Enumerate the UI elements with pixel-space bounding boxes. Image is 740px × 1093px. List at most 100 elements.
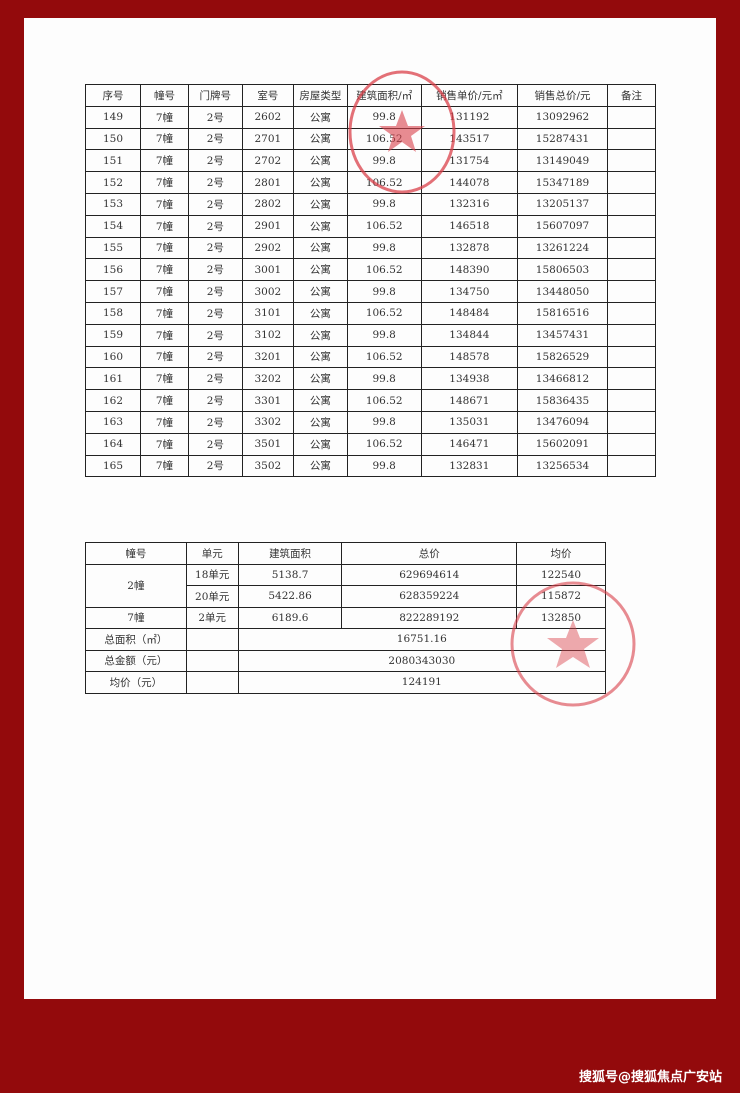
table-cell: 3502	[241, 454, 294, 478]
table-cell: 132831	[420, 454, 519, 478]
table-cell: 2902	[241, 236, 294, 260]
table-cell	[606, 432, 657, 456]
empty-cell	[185, 649, 239, 672]
table-cell: 公寓	[292, 258, 348, 282]
table-cell: 13457431	[517, 323, 608, 347]
area-cell: 6189.6	[237, 606, 343, 629]
building-cell: 2幢	[85, 563, 187, 608]
table-cell: 2号	[187, 367, 243, 391]
table-cell: 7幢	[140, 432, 189, 456]
unit-cell: 20单元	[185, 585, 239, 608]
table-cell: 公寓	[292, 301, 348, 325]
building-cell: 7幢	[85, 606, 187, 629]
table-row: 164 7幢 2号 3501 公寓 106.52 146471 15602091	[85, 432, 657, 456]
column-header: 销售单价/元㎡	[420, 84, 519, 107]
table-cell: 153	[85, 192, 141, 216]
table-cell: 2号	[187, 127, 243, 151]
table-cell: 2901	[241, 214, 294, 238]
table-cell: 3101	[241, 301, 294, 325]
table-cell: 7幢	[140, 367, 189, 391]
column-header: 总价	[341, 542, 518, 565]
table-cell	[606, 301, 657, 325]
table-cell: 132316	[420, 192, 519, 216]
avg-price-label: 均价（元）	[85, 671, 187, 694]
table-row: 149 7幢 2号 2602 公寓 99.8 131192 13092962	[85, 105, 657, 129]
table-cell: 3202	[241, 367, 294, 391]
table-cell	[606, 280, 657, 303]
table-cell: 7幢	[140, 149, 189, 173]
table-cell: 7幢	[140, 389, 189, 412]
table-cell: 13092962	[517, 105, 608, 129]
table-cell: 公寓	[292, 149, 348, 173]
table-cell: 13205137	[517, 192, 608, 216]
table-cell: 2号	[187, 236, 243, 260]
table-cell: 146518	[420, 214, 519, 238]
table-row: 159 7幢 2号 3102 公寓 99.8 134844 13457431	[85, 323, 657, 347]
area-cell: 5138.7	[237, 563, 343, 586]
table-cell: 106.52	[346, 345, 422, 369]
table-cell: 160	[85, 345, 141, 369]
table-cell: 2801	[241, 171, 294, 194]
table-cell: 106.52	[346, 301, 422, 325]
table-cell	[606, 454, 657, 478]
table-cell: 152	[85, 171, 141, 194]
column-header: 序号	[85, 84, 141, 107]
total-cell: 822289192	[341, 606, 518, 629]
table-cell: 15287431	[517, 127, 608, 151]
column-header: 备注	[606, 84, 657, 107]
column-header: 房屋类型	[292, 84, 348, 107]
table-cell: 155	[85, 236, 141, 260]
table-cell: 15607097	[517, 214, 608, 238]
units-price-table: 序号 幢号 门牌号 室号 房屋类型 建筑面积/㎡ 销售单价/元㎡ 销售总价/元 备注 149 7幢…	[85, 84, 657, 478]
table-cell: 106.52	[346, 214, 422, 238]
table-cell	[606, 345, 657, 369]
total-amount-row: 总金额（元） 2080343030	[85, 649, 607, 672]
avg-price-value: 124191	[237, 671, 607, 694]
table-cell: 106.52	[346, 258, 422, 282]
table-row: 165 7幢 2号 3502 公寓 99.8 132831 13256534	[85, 454, 657, 478]
avg-cell: 122540	[516, 563, 606, 586]
table-cell: 99.8	[346, 410, 422, 434]
table-cell: 13466812	[517, 367, 608, 391]
table-cell: 7幢	[140, 105, 189, 129]
table-cell: 148671	[420, 389, 519, 412]
table-cell: 2号	[187, 258, 243, 282]
column-header: 建筑面积/㎡	[346, 84, 422, 107]
table-cell: 公寓	[292, 432, 348, 456]
column-header: 单元	[185, 542, 239, 565]
table-cell: 134750	[420, 280, 519, 303]
table-cell: 106.52	[346, 171, 422, 194]
table-cell: 163	[85, 410, 141, 434]
table-cell	[606, 367, 657, 391]
table-cell: 公寓	[292, 236, 348, 260]
table-cell: 148390	[420, 258, 519, 282]
table-header-row: 序号 幢号 门牌号 室号 房屋类型 建筑面积/㎡ 销售单价/元㎡ 销售总价/元 备注	[85, 84, 657, 107]
table-cell: 157	[85, 280, 141, 303]
table-cell: 2号	[187, 192, 243, 216]
table-cell: 134938	[420, 367, 519, 391]
table-row: 150 7幢 2号 2701 公寓 106.52 143517 15287431	[85, 127, 657, 151]
table-cell	[606, 171, 657, 194]
table-cell: 2号	[187, 149, 243, 173]
column-header: 门牌号	[187, 84, 243, 107]
table-cell: 99.8	[346, 105, 422, 129]
summary-header-row: 幢号 单元 建筑面积 总价 均价	[85, 542, 606, 565]
table-cell: 2号	[187, 432, 243, 456]
table-cell: 7幢	[140, 127, 189, 151]
table-cell: 2702	[241, 149, 294, 173]
table-cell: 7幢	[140, 236, 189, 260]
table-cell: 15826529	[517, 345, 608, 369]
table-cell	[606, 323, 657, 347]
table-cell	[606, 389, 657, 412]
table-cell: 150	[85, 127, 141, 151]
table-cell: 7幢	[140, 345, 189, 369]
column-header: 幢号	[85, 542, 187, 565]
table-cell: 公寓	[292, 367, 348, 391]
table-cell: 2802	[241, 192, 294, 216]
total-area-label: 总面积（㎡）	[85, 628, 187, 651]
table-row: 158 7幢 2号 3101 公寓 106.52 148484 15816516	[85, 301, 657, 325]
table-cell	[606, 258, 657, 282]
table-cell: 146471	[420, 432, 519, 456]
table-row: 160 7幢 2号 3201 公寓 106.52 148578 15826529	[85, 345, 657, 369]
table-cell: 159	[85, 323, 141, 347]
